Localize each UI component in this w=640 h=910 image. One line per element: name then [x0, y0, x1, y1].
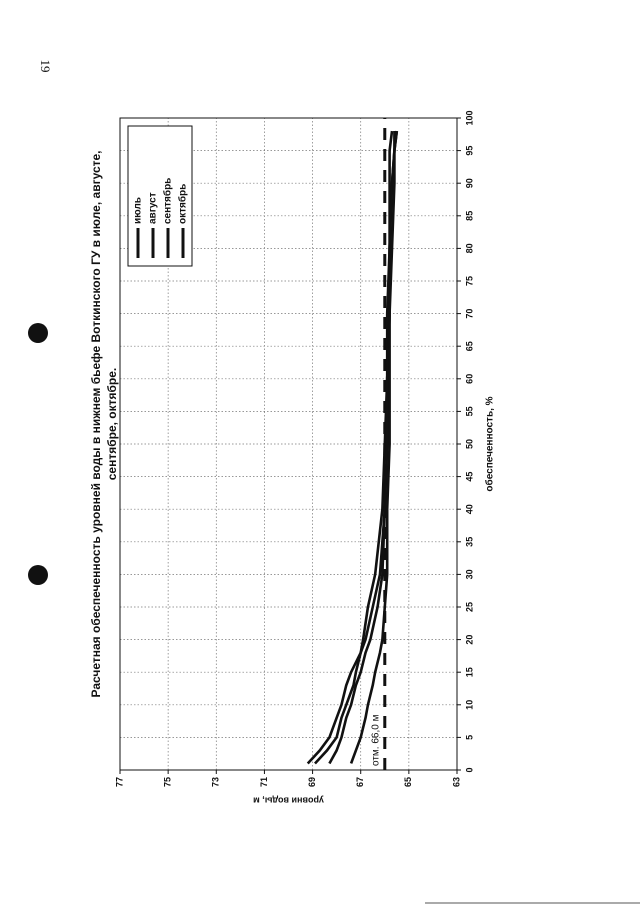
x-tick-label: 80: [464, 243, 474, 253]
plot-frame: [119, 117, 458, 771]
x-tick-label: 90: [464, 178, 474, 188]
x-tick-label: 30: [464, 569, 474, 579]
x-tick-label: 60: [464, 374, 474, 384]
reference-label: отм. 66,0 м: [370, 714, 381, 766]
y-tick-label: 67: [355, 777, 365, 787]
x-tick-label: 45: [464, 472, 474, 482]
y-tick-label: 65: [403, 777, 413, 787]
x-tick-label: 20: [464, 635, 474, 645]
x-tick-label: 25: [464, 602, 474, 612]
x-tick-label: 100: [464, 110, 474, 125]
chart-title: Расчетная обеспеченность уровней воды в …: [89, 150, 103, 697]
x-tick-label: 55: [464, 406, 474, 416]
y-tick-label: 75: [163, 777, 173, 787]
x-tick-label: 95: [464, 146, 474, 156]
y-tick-label: 71: [259, 777, 269, 787]
y-tick-label: 63: [451, 777, 461, 787]
legend-label: август: [148, 192, 159, 224]
y-tick-label: 73: [211, 777, 221, 787]
y-tick-label: 77: [114, 777, 124, 787]
x-tick-label: 35: [464, 537, 474, 547]
punch-hole: [28, 565, 48, 585]
x-tick-label: 65: [464, 341, 474, 351]
legend-label: сентябрь: [162, 178, 174, 224]
x-tick-label: 40: [464, 504, 474, 514]
legend-label: октябрь: [177, 184, 189, 224]
x-tick-label: 15: [464, 667, 474, 677]
chart-title: сентябре, октябре.: [105, 368, 119, 481]
x-tick-label: 85: [464, 211, 474, 221]
x-tick-label: 75: [464, 276, 474, 286]
x-tick-label: 70: [464, 309, 474, 319]
series-line: [349, 131, 396, 764]
page-number: 19: [38, 60, 53, 73]
legend-box: [127, 125, 193, 267]
x-tick-label: 10: [464, 700, 474, 710]
x-axis-title: обеспеченность, %: [484, 396, 496, 491]
x-tick-label: 0: [464, 767, 474, 772]
y-tick-label: 69: [307, 777, 317, 787]
x-tick-label: 50: [464, 439, 474, 449]
legend-label: июль: [133, 197, 144, 224]
series-line: [328, 130, 399, 765]
x-tick-label: 5: [464, 735, 474, 740]
chart: 0 5 10 15 20 25 30 35 40 45 50 55 60 65 70 75 80 85 90 95 10…: [89, 110, 495, 805]
y-axis-title: уровни воды, м: [253, 796, 324, 806]
punch-hole: [28, 323, 48, 343]
